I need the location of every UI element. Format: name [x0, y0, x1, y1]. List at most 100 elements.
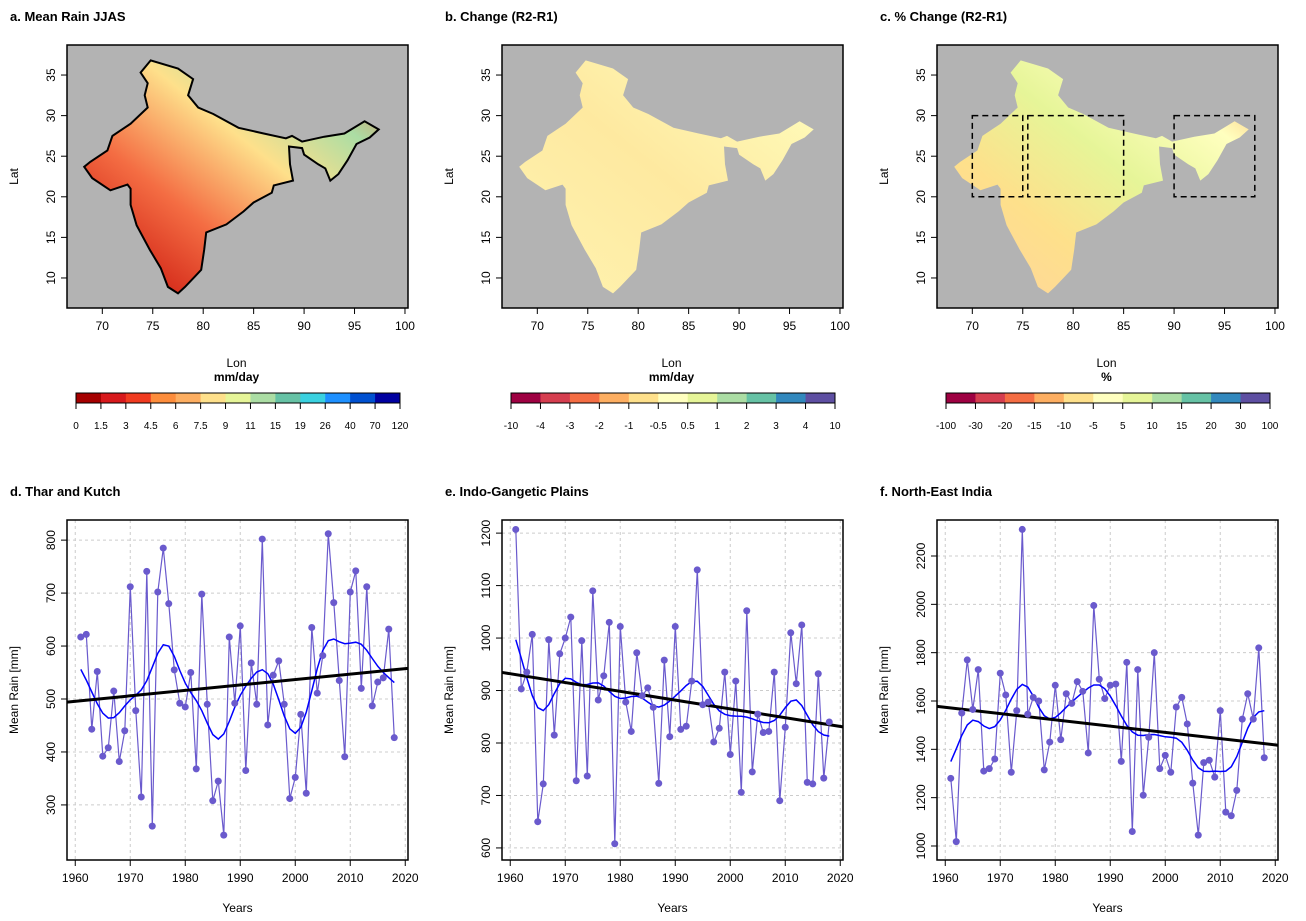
- x-tick-label: 100: [830, 319, 850, 333]
- data-point: [1227, 812, 1235, 820]
- colorbar-swatch: [125, 393, 152, 403]
- y-tick-label: 35: [44, 68, 58, 82]
- colorbar-swatch: [687, 393, 718, 403]
- colorbar-swatch: [1122, 393, 1153, 403]
- data-point: [1035, 697, 1043, 705]
- colorbar-label: 7.5: [194, 421, 208, 432]
- colorbar-label: -10: [1057, 421, 1072, 432]
- colorbar-label: 0.5: [681, 421, 695, 432]
- colorbar-label: -4: [536, 421, 545, 432]
- data-point: [1073, 678, 1081, 686]
- x-tick-label: 80: [1067, 319, 1081, 333]
- data-point: [765, 727, 773, 735]
- x-tick-label: 75: [581, 319, 595, 333]
- data-point: [825, 718, 833, 726]
- data-point: [319, 652, 327, 660]
- data-point: [644, 684, 652, 692]
- x-tick-label: 2010: [772, 871, 799, 885]
- y-tick-label: 1600: [914, 687, 928, 714]
- plot-frame: [936, 519, 1279, 861]
- data-point: [759, 729, 767, 736]
- data-point: [1013, 707, 1021, 715]
- colorbar-swatch: [1063, 393, 1094, 403]
- data-point: [1255, 644, 1263, 652]
- colorbar-swatch: [325, 393, 351, 403]
- x-tick-label: 85: [247, 319, 261, 333]
- data-point: [286, 795, 294, 803]
- data-point: [198, 590, 206, 598]
- data-point: [258, 535, 266, 543]
- colorbar-swatch: [805, 393, 836, 403]
- india-field: [519, 60, 814, 294]
- colorbar-swatch: [1034, 393, 1065, 403]
- data-point: [798, 621, 806, 629]
- colorbar-label: 3: [773, 421, 779, 432]
- panel-title: d. Thar and Kutch: [10, 484, 121, 499]
- x-tick-label: 2000: [1152, 871, 1179, 885]
- colorbar-swatch: [1211, 393, 1242, 403]
- data-point: [528, 630, 536, 638]
- x-tick-label: 100: [395, 319, 415, 333]
- colorbar-swatch: [746, 393, 777, 403]
- data-point: [253, 700, 261, 708]
- colorbar-swatch: [599, 393, 630, 403]
- colorbar-label: -3: [565, 421, 574, 432]
- colorbar-swatch: [1181, 393, 1212, 403]
- data-point: [341, 753, 349, 761]
- panel-title: c. % Change (R2-R1): [880, 9, 1007, 24]
- data-point: [1051, 681, 1059, 689]
- trend-line: [501, 670, 844, 729]
- colorbar-label: 100: [1262, 421, 1279, 432]
- colorbar-label: 0: [73, 421, 79, 432]
- x-tick-label: 1970: [552, 871, 579, 885]
- y-tick-label: 1100: [479, 572, 493, 598]
- colorbar-swatch: [569, 393, 600, 403]
- x-tick-label: 1970: [117, 871, 144, 885]
- y-tick-label: 35: [914, 68, 928, 82]
- data-point: [704, 698, 712, 706]
- data-point: [313, 689, 321, 697]
- colorbar-label: 9: [223, 421, 229, 432]
- colorbar-label: 4.5: [144, 421, 158, 432]
- data-point: [539, 780, 547, 788]
- colorbar-swatch: [150, 393, 177, 403]
- panel-title: b. Change (R2-R1): [445, 9, 558, 24]
- data-point: [209, 797, 217, 805]
- data-point: [1150, 649, 1158, 657]
- data-point: [1145, 733, 1153, 741]
- panel-title: f. North-East India: [880, 484, 993, 499]
- data-point: [517, 685, 525, 693]
- data-point: [578, 637, 586, 645]
- colorbar-label: 4: [803, 421, 809, 432]
- x-tick-label: 85: [1117, 319, 1131, 333]
- data-point: [1233, 786, 1241, 794]
- data-point: [1134, 666, 1142, 674]
- data-point: [666, 733, 674, 741]
- data-point: [242, 766, 250, 774]
- y-tick-label: 10: [479, 271, 493, 285]
- y-tick-label: 20: [479, 190, 493, 204]
- colorbar-swatch: [776, 393, 807, 403]
- y-axis-label: Lat: [442, 167, 456, 184]
- data-point: [236, 622, 244, 630]
- colorbar-label: 5: [1120, 421, 1126, 432]
- y-tick-label: 20: [914, 190, 928, 204]
- colorbar-label: 15: [270, 421, 282, 432]
- data-point: [732, 677, 740, 685]
- data-point: [627, 727, 635, 735]
- data-point: [247, 659, 255, 667]
- data-point: [1112, 680, 1120, 688]
- data-point: [1183, 720, 1191, 728]
- data-point: [1007, 768, 1015, 776]
- x-tick-label: 75: [1016, 319, 1030, 333]
- x-tick-label: 1990: [662, 871, 689, 885]
- colorbar-label: -0.5: [650, 421, 668, 432]
- x-tick-label: 80: [197, 319, 211, 333]
- data-point: [605, 618, 613, 626]
- colorbar-swatch: [975, 393, 1006, 403]
- data-point: [1244, 690, 1252, 698]
- data-point: [1172, 703, 1180, 711]
- x-tick-label: 70: [96, 319, 110, 333]
- colorbar-label: 3: [123, 421, 129, 432]
- data-point: [1002, 691, 1010, 699]
